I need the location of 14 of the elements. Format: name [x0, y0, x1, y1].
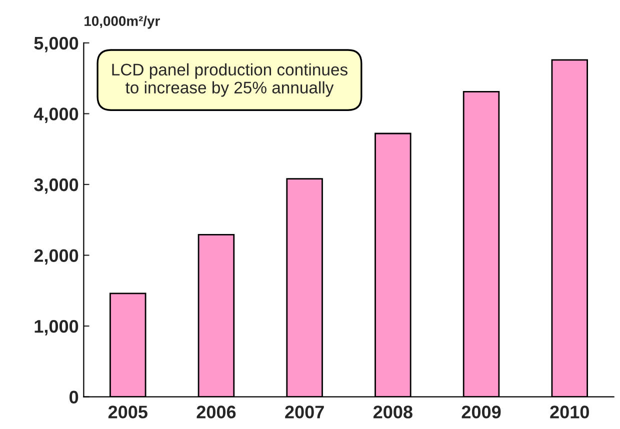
x-tick-label: 2008: [373, 406, 412, 418]
y-tick-label: 1,000: [34, 320, 78, 336]
x-tick-label: 2007: [285, 406, 324, 418]
y-axis-title: 10,000m²/yr: [84, 16, 160, 29]
y-tick-label: 3,000: [34, 178, 78, 194]
x-tick-label: 2010: [550, 406, 589, 418]
y-tick-label: 2,000: [34, 249, 78, 265]
y-tick-label: 0: [70, 390, 78, 404]
y-tick-label: 4,000: [34, 108, 78, 124]
y-tick-label: 5,000: [34, 36, 78, 52]
x-tick-label: 2009: [462, 406, 501, 418]
x-tick-label: 2005: [108, 406, 148, 418]
x-tick-label: 2006: [196, 406, 236, 418]
annotation: LCD panel production continues to increase by 25% annually: [112, 63, 348, 97]
